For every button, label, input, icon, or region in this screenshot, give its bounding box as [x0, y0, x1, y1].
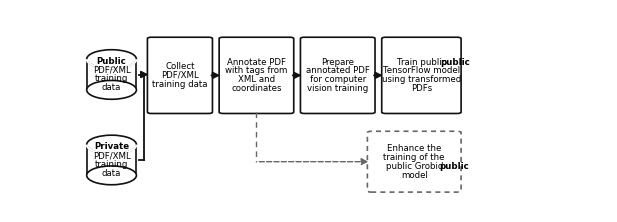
Text: Public: Public: [97, 57, 126, 66]
Text: XML and: XML and: [238, 75, 275, 84]
Text: training: training: [95, 74, 128, 83]
Text: with tags from: with tags from: [225, 66, 288, 75]
Text: data: data: [102, 169, 122, 178]
Text: Train public: Train public: [397, 57, 446, 67]
FancyBboxPatch shape: [300, 37, 375, 113]
Text: PDF/XML: PDF/XML: [93, 151, 130, 160]
Text: data: data: [102, 83, 122, 92]
Text: training: training: [95, 160, 128, 169]
Text: Enhance the: Enhance the: [387, 144, 441, 153]
FancyBboxPatch shape: [382, 37, 461, 113]
Ellipse shape: [86, 135, 136, 154]
Text: Prepare: Prepare: [321, 57, 354, 67]
FancyBboxPatch shape: [219, 37, 294, 113]
Bar: [86, 59, 136, 90]
Text: Train public: Train public: [397, 57, 446, 67]
Ellipse shape: [86, 50, 136, 69]
Text: Collect: Collect: [165, 62, 195, 71]
Ellipse shape: [86, 81, 136, 99]
Text: public Grobid: public Grobid: [386, 162, 443, 171]
Text: annotated PDF: annotated PDF: [306, 66, 370, 75]
Text: PDF/XML: PDF/XML: [161, 71, 199, 80]
Bar: [86, 145, 136, 175]
Text: training data: training data: [152, 80, 208, 89]
Text: public: public: [441, 57, 470, 67]
Text: vision training: vision training: [307, 84, 368, 93]
Text: model: model: [401, 170, 428, 180]
FancyBboxPatch shape: [147, 37, 212, 113]
Text: using transformed: using transformed: [382, 75, 461, 84]
Text: Annotate PDF: Annotate PDF: [227, 57, 286, 67]
Text: public: public: [439, 162, 468, 171]
Ellipse shape: [86, 166, 136, 185]
Text: public Grobid: public Grobid: [386, 162, 443, 171]
Text: training of the: training of the: [384, 153, 445, 162]
Text: PDFs: PDFs: [411, 84, 432, 93]
Text: TensorFlow model: TensorFlow model: [383, 66, 460, 75]
Text: Private: Private: [94, 142, 129, 151]
Text: coordinates: coordinates: [231, 84, 282, 93]
FancyBboxPatch shape: [367, 131, 461, 192]
Text: PDF/XML: PDF/XML: [93, 65, 130, 75]
Text: for computer: for computer: [310, 75, 366, 84]
